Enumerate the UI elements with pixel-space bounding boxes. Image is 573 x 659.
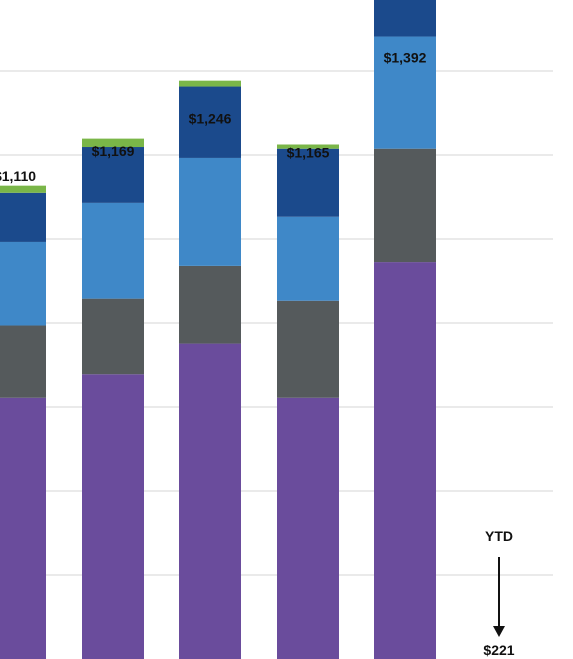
- bar-segment: [277, 148, 339, 217]
- bar-segment: [277, 300, 339, 398]
- bar-segment: [82, 202, 144, 299]
- bar-stacks: [0, 0, 436, 659]
- bar-segment: [82, 374, 144, 659]
- bar-total-label: $1,165: [287, 145, 330, 161]
- bar-segment: [82, 138, 144, 148]
- ytd-annotation: YTD $221: [483, 528, 514, 658]
- ytd-value-label: $221: [483, 642, 514, 658]
- bar-segment: [277, 216, 339, 301]
- bar-segment: [0, 185, 46, 193]
- bar-total-label: $1,110: [0, 168, 36, 184]
- total-labels: $1,110 $1,169 $1,246 $1,165 $1,392: [0, 49, 427, 183]
- bar-segment: [374, 36, 436, 149]
- bar-segment: [179, 86, 241, 158]
- bar-segment: [82, 298, 144, 375]
- bar-segment: [179, 80, 241, 87]
- bar-segment: [179, 265, 241, 344]
- bar-segment: [277, 397, 339, 659]
- bar-segment: [277, 144, 339, 149]
- bar-segment: [374, 262, 436, 659]
- bar-segment: [0, 397, 46, 659]
- ytd-label: YTD: [485, 528, 513, 544]
- bar-total-label: $1,246: [189, 111, 232, 127]
- ytd-arrow-head: [493, 626, 505, 637]
- bar-segment: [179, 343, 241, 659]
- bar-segment: [0, 325, 46, 398]
- bar-segment: [0, 241, 46, 326]
- bar-segment: [0, 192, 46, 242]
- bar-segment: [82, 147, 144, 203]
- bar-segment: [179, 157, 241, 266]
- bar-segment: [374, 148, 436, 263]
- bar-segment: [374, 0, 436, 37]
- bar-total-label: $1,169: [92, 143, 135, 159]
- bar-total-label: $1,392: [384, 49, 427, 65]
